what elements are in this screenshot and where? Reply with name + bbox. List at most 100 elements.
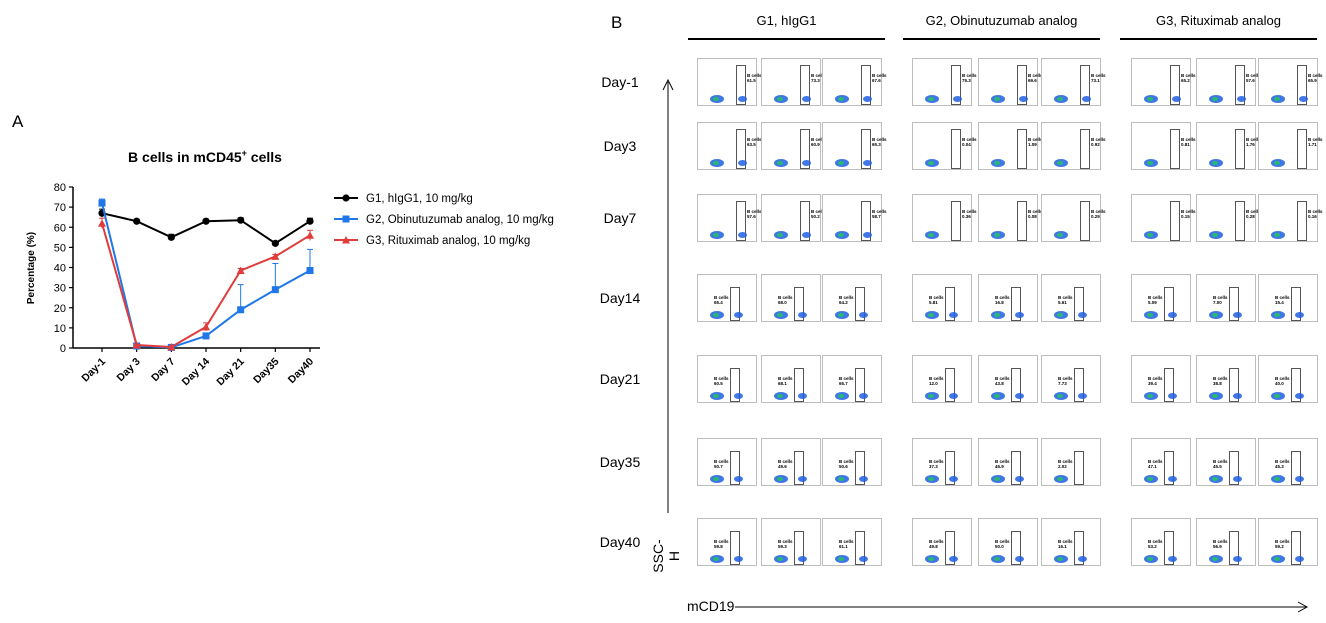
density-cluster bbox=[1212, 557, 1218, 561]
flow-plot: B cells 2.02 bbox=[1041, 438, 1101, 486]
gate-value: 0.81 bbox=[1181, 142, 1190, 147]
gate-label: B cells 16.1 bbox=[1058, 539, 1073, 549]
density-cluster bbox=[802, 96, 811, 102]
density-cluster bbox=[734, 393, 743, 399]
flow-plot: B cells 0.04 bbox=[912, 122, 977, 170]
gate-name: B cells bbox=[929, 376, 944, 381]
gate-name: B cells bbox=[962, 73, 977, 78]
gate-label: B cells 0.36 bbox=[962, 209, 977, 219]
flow-plot: B cells 39.4 bbox=[1131, 355, 1191, 403]
density-cluster bbox=[1233, 312, 1242, 318]
gate-name: B cells bbox=[1246, 137, 1261, 142]
gate-value: 61.5 bbox=[747, 78, 756, 83]
flow-plot: B cells 15.4 bbox=[1258, 274, 1318, 322]
density-cluster bbox=[777, 394, 783, 398]
row-label: Day21 bbox=[599, 371, 641, 387]
gate-value: 60.5 bbox=[714, 381, 723, 386]
gate-value: 65.2 bbox=[1181, 78, 1190, 83]
gate-name: B cells bbox=[1213, 376, 1228, 381]
gate-name: B cells bbox=[995, 459, 1010, 464]
gate-name: B cells bbox=[714, 376, 729, 381]
flow-plot: B cells 56.9 bbox=[1196, 518, 1256, 566]
gate-label: B cells 61.1 bbox=[839, 539, 854, 549]
gate-box bbox=[1291, 451, 1301, 485]
row-label: Day7 bbox=[603, 210, 637, 226]
gate-name: B cells bbox=[929, 295, 944, 300]
density-cluster bbox=[1274, 161, 1280, 165]
gate-box bbox=[794, 451, 804, 485]
gate-name: B cells bbox=[1275, 376, 1290, 381]
gate-box bbox=[861, 201, 871, 241]
data-point bbox=[236, 266, 245, 275]
gate-box bbox=[1291, 368, 1301, 402]
gate-label: B cells 61.5 bbox=[747, 73, 762, 83]
gate-name: B cells bbox=[1148, 459, 1163, 464]
gate-name: B cells bbox=[1058, 459, 1073, 464]
gate-box bbox=[1017, 129, 1027, 169]
density-cluster bbox=[859, 556, 868, 562]
flow-plot: B cells 1.71 bbox=[1258, 122, 1323, 170]
data-point bbox=[167, 342, 176, 351]
density-cluster bbox=[1015, 476, 1024, 482]
panel-b-label: B bbox=[611, 13, 623, 32]
data-point bbox=[342, 215, 350, 223]
gate-name: B cells bbox=[1028, 73, 1043, 78]
gate-value: 57.6 bbox=[1246, 78, 1255, 83]
gate-name: B cells bbox=[778, 539, 793, 544]
density-cluster bbox=[994, 313, 1000, 317]
gate-box bbox=[1170, 129, 1180, 169]
gate-box bbox=[945, 531, 955, 565]
gate-name: B cells bbox=[962, 209, 977, 214]
density-cluster bbox=[838, 557, 844, 561]
density-cluster bbox=[838, 313, 844, 317]
gate-value: 0.08 bbox=[1028, 214, 1037, 219]
data-point bbox=[306, 231, 314, 239]
flow-plot: B cells 65.9 bbox=[1258, 58, 1323, 106]
density-cluster bbox=[1168, 556, 1177, 562]
density-cluster bbox=[1015, 312, 1024, 318]
gate-box bbox=[861, 65, 871, 105]
density-cluster bbox=[1057, 161, 1063, 165]
gate-name: B cells bbox=[747, 73, 762, 78]
density-cluster bbox=[1057, 97, 1063, 101]
gate-label: B cells 65.3 bbox=[872, 137, 887, 147]
row-label: Day-1 bbox=[601, 74, 639, 90]
gate-value: 2.02 bbox=[1058, 464, 1067, 469]
gate-value: 47.1 bbox=[1148, 464, 1157, 469]
gate-name: B cells bbox=[1091, 73, 1106, 78]
gate-label: B cells 16.8 bbox=[995, 295, 1010, 305]
density-cluster bbox=[1078, 556, 1087, 562]
gate-name: B cells bbox=[872, 209, 887, 214]
density-cluster bbox=[838, 97, 844, 101]
flow-plot: B cells 46.9 bbox=[978, 438, 1038, 486]
data-point bbox=[342, 194, 350, 202]
flow-plot: B cells 5.61 bbox=[1041, 274, 1101, 322]
density-cluster bbox=[798, 312, 807, 318]
density-cluster bbox=[1078, 312, 1087, 318]
gate-value: 39.4 bbox=[1148, 381, 1157, 386]
gate-box bbox=[1164, 287, 1174, 321]
gate-value: 0.92 bbox=[1091, 142, 1100, 147]
gate-value: 0.15 bbox=[1181, 214, 1190, 219]
gate-box bbox=[1235, 129, 1245, 169]
gate-box bbox=[1297, 129, 1307, 169]
density-cluster bbox=[1019, 96, 1028, 102]
data-point bbox=[202, 332, 210, 340]
x-arrow-head bbox=[1297, 601, 1309, 613]
gate-name: B cells bbox=[811, 209, 826, 214]
gate-box bbox=[855, 531, 865, 565]
density-cluster bbox=[1168, 476, 1177, 482]
gate-label: B cells 50.6 bbox=[839, 459, 854, 469]
gate-label: B cells 5.61 bbox=[1058, 295, 1073, 305]
gate-label: B cells 38.8 bbox=[1213, 376, 1228, 386]
density-cluster bbox=[1274, 313, 1280, 317]
density-cluster bbox=[863, 160, 872, 166]
density-cluster bbox=[1057, 394, 1063, 398]
gate-name: B cells bbox=[1308, 137, 1323, 142]
gate-name: B cells bbox=[839, 295, 854, 300]
data-point bbox=[271, 286, 279, 294]
gate-name: B cells bbox=[811, 137, 826, 142]
flow-plot: B cells 65.7 bbox=[822, 355, 882, 403]
gate-name: B cells bbox=[995, 295, 1010, 300]
